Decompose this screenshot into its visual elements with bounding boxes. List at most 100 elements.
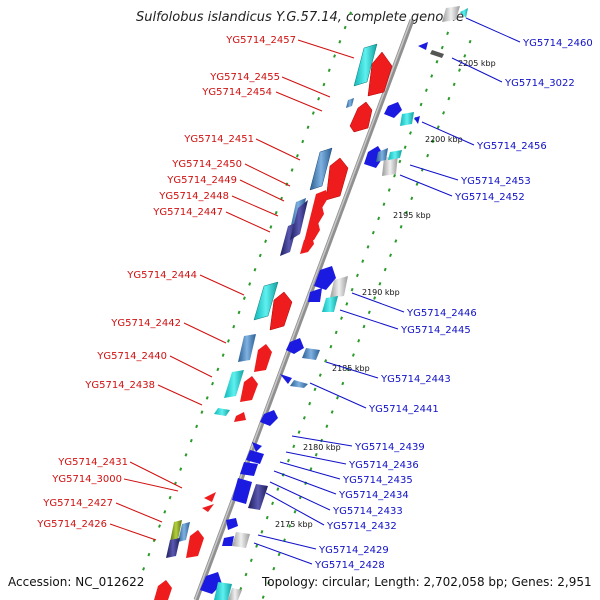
tick-mark xyxy=(147,552,151,557)
tick-mark xyxy=(142,567,146,571)
gene-label-left[interactable]: YG5714_3000 xyxy=(51,474,122,485)
tick-mark xyxy=(232,324,236,329)
gene-label-right[interactable]: YG5714_2429 xyxy=(318,545,389,556)
gene-label-left[interactable]: YG5714_2442 xyxy=(110,318,181,329)
tick-mark xyxy=(442,111,446,115)
tick-mark xyxy=(447,96,451,101)
tick-mark xyxy=(293,509,297,514)
tick-mark xyxy=(435,59,439,64)
tick-mark xyxy=(309,467,313,471)
tick-mark xyxy=(458,68,461,72)
gene-label-left[interactable]: YG5714_2431 xyxy=(57,457,128,468)
gene-label-right[interactable]: YG5714_2445 xyxy=(400,325,471,336)
gene-label-right[interactable]: YG5714_2456 xyxy=(476,141,547,152)
gene-label-right[interactable]: YG5714_2428 xyxy=(314,560,385,571)
tick-mark xyxy=(261,595,265,599)
tick-mark xyxy=(290,168,294,172)
tick-mark xyxy=(242,296,246,300)
tick-mark xyxy=(410,196,414,201)
tick-mark xyxy=(398,159,402,164)
tick-mark xyxy=(430,74,434,78)
gene-label-left[interactable]: YG5714_2438 xyxy=(84,380,155,391)
tick-mark xyxy=(345,302,349,306)
kbp-mark: 2175 kbp xyxy=(275,520,313,529)
tick-mark xyxy=(349,11,352,16)
tick-mark xyxy=(355,273,359,278)
tick-mark xyxy=(211,381,215,386)
tick-mark xyxy=(404,210,408,215)
leader-lines xyxy=(109,17,521,565)
tick-mark xyxy=(343,25,347,30)
gene-glyphs-right xyxy=(200,6,468,600)
genome-axis xyxy=(193,19,415,600)
gene-label-right[interactable]: YG5714_2433 xyxy=(332,506,403,517)
gene-label-right[interactable]: YG5714_2436 xyxy=(348,460,419,471)
tick-mark xyxy=(394,239,398,243)
tick-mark xyxy=(383,267,387,272)
gene-label-right[interactable]: YG5714_2446 xyxy=(406,308,477,319)
gene-label-left[interactable]: YG5714_2426 xyxy=(36,519,107,530)
tick-mark xyxy=(269,225,273,229)
tick-mark xyxy=(244,572,248,577)
gene-label-right[interactable]: YG5714_2441 xyxy=(368,404,439,415)
tick-mark xyxy=(276,487,280,491)
tick-mark xyxy=(333,54,337,58)
tick-mark xyxy=(308,401,312,406)
tick-mark xyxy=(419,102,423,107)
tick-mark xyxy=(287,458,290,463)
tick-mark xyxy=(452,82,456,87)
gene-label-left[interactable]: YG5714_2448 xyxy=(158,191,229,202)
gene-label-right[interactable]: YG5714_2453 xyxy=(460,176,531,187)
gene-label-right[interactable]: YG5714_3022 xyxy=(504,78,575,89)
tick-mark xyxy=(306,125,310,130)
tick-mark xyxy=(274,210,278,215)
gene-label-left[interactable]: YG5714_2447 xyxy=(152,207,223,218)
gene-label-right[interactable]: YG5714_2452 xyxy=(454,192,525,203)
tick-mark xyxy=(436,125,440,129)
tick-mark xyxy=(367,310,371,315)
tick-track-left xyxy=(142,11,352,571)
tick-mark xyxy=(330,410,334,414)
tick-mark xyxy=(334,330,338,335)
tick-mark xyxy=(221,353,225,357)
topology-text: Topology: circular; Length: 2,702,058 bp… xyxy=(262,575,592,589)
tick-mark xyxy=(403,145,407,149)
gene-label-left[interactable]: YG5714_2455 xyxy=(209,72,280,83)
kbp-mark: 2200 kbp xyxy=(425,135,463,144)
gene-label-left[interactable]: YG5714_2457 xyxy=(225,35,296,46)
kbp-mark: 2205 kbp xyxy=(458,59,496,68)
tick-mark xyxy=(317,97,321,101)
tick-mark xyxy=(389,253,392,258)
gene-label-left[interactable]: YG5714_2450 xyxy=(171,159,242,170)
gene-label-left[interactable]: YG5714_2444 xyxy=(126,270,197,281)
tick-mark xyxy=(253,267,257,272)
tick-mark xyxy=(265,515,269,520)
gene-label-right[interactable]: YG5714_2443 xyxy=(380,374,451,385)
tick-mark xyxy=(260,530,264,534)
tick-mark xyxy=(184,453,188,457)
tick-mark xyxy=(468,39,472,44)
gene-label-left[interactable]: YG5714_2440 xyxy=(96,351,167,362)
tick-mark xyxy=(338,40,342,44)
gene-glyphs-left xyxy=(154,43,393,600)
tick-mark xyxy=(341,381,345,386)
gene-label-right[interactable]: YG5714_2432 xyxy=(326,521,397,532)
tick-mark xyxy=(324,359,328,363)
tick-mark xyxy=(399,225,403,229)
tick-mark xyxy=(382,202,386,206)
gene-label-right[interactable]: YG5714_2434 xyxy=(338,490,409,501)
tick-mark xyxy=(301,139,305,144)
tick-mark xyxy=(297,430,301,434)
gene-label-right[interactable]: YG5714_2435 xyxy=(342,475,413,486)
gene-label-left[interactable]: YG5714_2451 xyxy=(183,134,254,145)
tick-mark xyxy=(336,395,339,400)
tick-mark xyxy=(325,424,329,428)
gene-label-left[interactable]: YG5714_2454 xyxy=(201,87,272,98)
gene-label-left[interactable]: YG5714_2427 xyxy=(42,498,113,509)
gene-label-right[interactable]: YG5714_2439 xyxy=(354,442,425,453)
tick-mark xyxy=(216,367,220,372)
tick-mark xyxy=(463,54,467,58)
kbp-mark: 2185 kbp xyxy=(332,364,370,373)
gene-label-right[interactable]: YG5714_2460 xyxy=(522,38,593,49)
gene-label-left[interactable]: YG5714_2449 xyxy=(166,175,237,186)
